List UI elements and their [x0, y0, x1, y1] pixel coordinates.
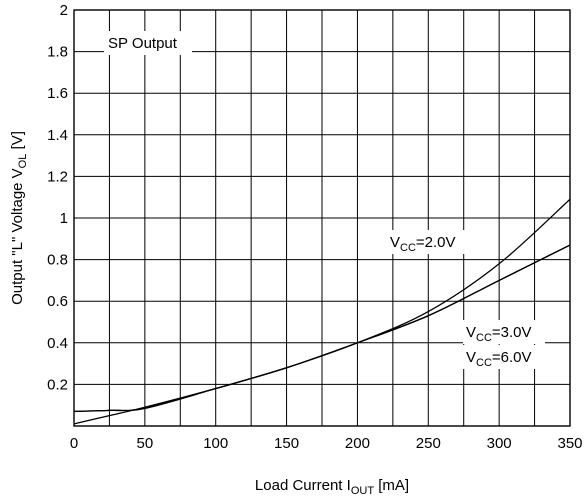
y-tick-label: 1	[60, 210, 68, 227]
series-label-value: =6.0V	[492, 349, 532, 366]
y-tick-label: 0.6	[47, 293, 68, 310]
y-axis-label-unit: [V]	[9, 131, 26, 154]
series-label-background	[463, 345, 545, 369]
y-axis-label: Output "L" Voltage VOL [V]	[9, 131, 29, 305]
series-label-main: V	[466, 324, 476, 341]
x-axis-label: Load Current IOUT [mA]	[255, 477, 409, 497]
plot-frame	[73, 9, 571, 427]
series-label-background	[387, 230, 469, 254]
x-tick-label: 250	[416, 435, 441, 452]
x-axis-label-unit: [mA]	[374, 477, 409, 494]
y-tick-label: 0.8	[47, 252, 68, 269]
series-label-sub: CC	[476, 332, 492, 344]
chart-annotation: SP Output	[108, 35, 178, 52]
series-label-sub: CC	[476, 357, 492, 369]
y-tick-label: 1.2	[47, 168, 68, 185]
y-axis-label-sub: OL	[17, 154, 29, 169]
series-line-3	[73, 244, 571, 413]
y-tick-label: 1.8	[47, 44, 68, 61]
y-tick-label: 1.4	[47, 127, 68, 144]
series-label-main: V	[390, 234, 400, 251]
series-label-sub: CC	[400, 242, 416, 254]
series-label-value: =3.0V	[492, 324, 532, 341]
x-tick-label: 350	[557, 435, 582, 452]
x-axis-label-main: Load Current I	[255, 477, 351, 494]
curves	[73, 198, 571, 425]
y-tick-label: 0.2	[47, 376, 68, 393]
series-label-2: VCC=3.0V	[466, 324, 532, 344]
x-axis-label-sub: OUT	[351, 485, 375, 497]
series-label-background	[463, 320, 545, 344]
x-tick-label: 0	[70, 435, 78, 452]
x-tick-label: 150	[274, 435, 299, 452]
series-label-3: VCC=6.0V	[466, 349, 532, 369]
series-label-value: =2.0V	[416, 234, 456, 251]
y-tick-label: 0.4	[47, 335, 68, 352]
x-tick-label: 300	[487, 435, 512, 452]
y-tick-label: 1.6	[47, 85, 68, 102]
x-tick-label: 200	[345, 435, 370, 452]
x-tick-label: 100	[203, 435, 228, 452]
series-label-main: V	[466, 349, 476, 366]
series-label-1: VCC=2.0V	[390, 234, 456, 254]
x-tick-label: 50	[137, 435, 154, 452]
y-axis-label-main: Output "L" Voltage V	[9, 168, 26, 305]
grid	[74, 10, 570, 426]
tick-labels: 0 50 100 150 200 250 300 350 0.2 0.4 0.6 0.8 1 1.2 1.4…	[47, 2, 582, 452]
annotation-background	[104, 31, 192, 55]
y-tick-label: 2	[60, 2, 68, 19]
